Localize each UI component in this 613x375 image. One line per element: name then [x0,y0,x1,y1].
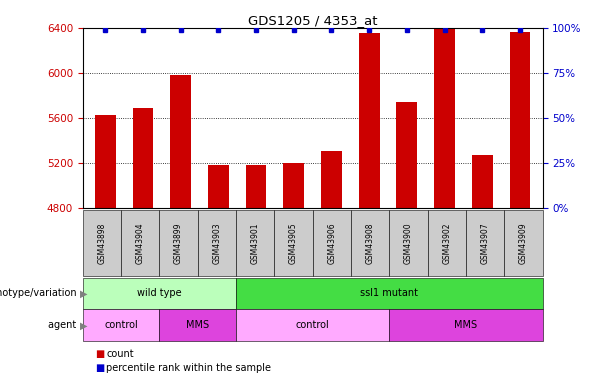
Bar [95,115,116,208]
Text: ▶: ▶ [80,320,87,330]
Bar [434,29,455,208]
Text: GSM43909: GSM43909 [519,222,528,264]
Bar [170,75,191,208]
Bar [208,165,229,208]
Text: percentile rank within the sample: percentile rank within the sample [106,363,271,373]
Bar [509,32,530,208]
Text: GSM43908: GSM43908 [365,222,375,264]
Text: MMS: MMS [454,320,478,330]
Text: GSM43905: GSM43905 [289,222,298,264]
Text: GSM43902: GSM43902 [442,222,451,264]
Text: ■: ■ [95,350,104,359]
Bar [246,165,267,208]
Bar [283,163,304,208]
Title: GDS1205 / 4353_at: GDS1205 / 4353_at [248,14,378,27]
Text: GSM43907: GSM43907 [481,222,490,264]
Bar [359,33,379,208]
Text: MMS: MMS [186,320,209,330]
Text: count: count [106,350,134,359]
Text: genotype/variation: genotype/variation [0,288,80,298]
Text: GSM43900: GSM43900 [404,222,413,264]
Bar [321,151,342,208]
Text: GSM43903: GSM43903 [212,222,221,264]
Bar [132,108,153,208]
Text: control: control [295,320,330,330]
Text: ssl1 mutant: ssl1 mutant [360,288,418,298]
Bar [472,155,493,208]
Text: GSM43904: GSM43904 [135,222,145,264]
Text: GSM43901: GSM43901 [251,222,260,264]
Text: ▶: ▶ [80,288,87,298]
Text: ■: ■ [95,363,104,373]
Bar [397,102,417,208]
Text: wild type: wild type [137,288,181,298]
Text: agent: agent [48,320,80,330]
Text: GSM43899: GSM43899 [174,222,183,264]
Text: GSM43906: GSM43906 [327,222,337,264]
Text: GSM43898: GSM43898 [97,222,107,264]
Text: control: control [104,320,138,330]
